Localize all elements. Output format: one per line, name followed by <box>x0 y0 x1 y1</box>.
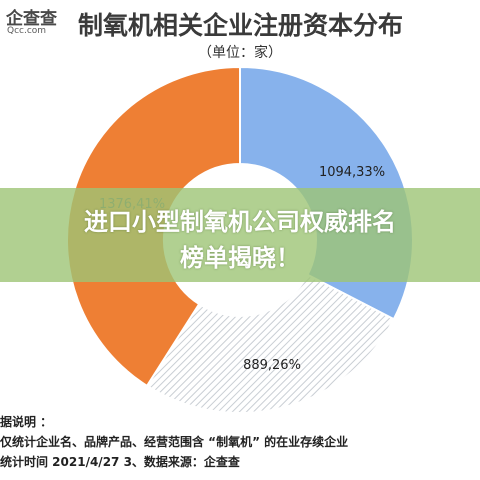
notes-heading: 据说明 ： <box>0 415 53 429</box>
slice-1094-label: 1094,33% <box>319 165 385 180</box>
notes-scope: 仅统计企业名、品牌产品、经营范围含 “制氧机” 的在业存续企业 <box>0 435 349 449</box>
logo-domain: Qcc.com <box>7 26 47 36</box>
chart-title: 制氧机相关企业注册资本分布 <box>78 11 404 40</box>
headline-banner: 进口小型制氧机公司权威排名 榜单揭晓！ <box>0 188 480 282</box>
banner-line-2: 榜单揭晓！ <box>180 244 300 272</box>
notes-date-source: 统计时间 2021/4/27 3、数据来源：企查查 <box>0 455 240 469</box>
unit-label: （单位：家） <box>198 45 282 61</box>
banner-line-1: 进口小型制氧机公司权威排名 <box>84 208 396 236</box>
qichacha-logo: 企查查 Qcc.com <box>6 4 66 40</box>
slice-889 <box>145 273 396 414</box>
slice-889-label: 889,26% <box>243 358 301 373</box>
logo-text: 企查查 <box>6 9 57 29</box>
